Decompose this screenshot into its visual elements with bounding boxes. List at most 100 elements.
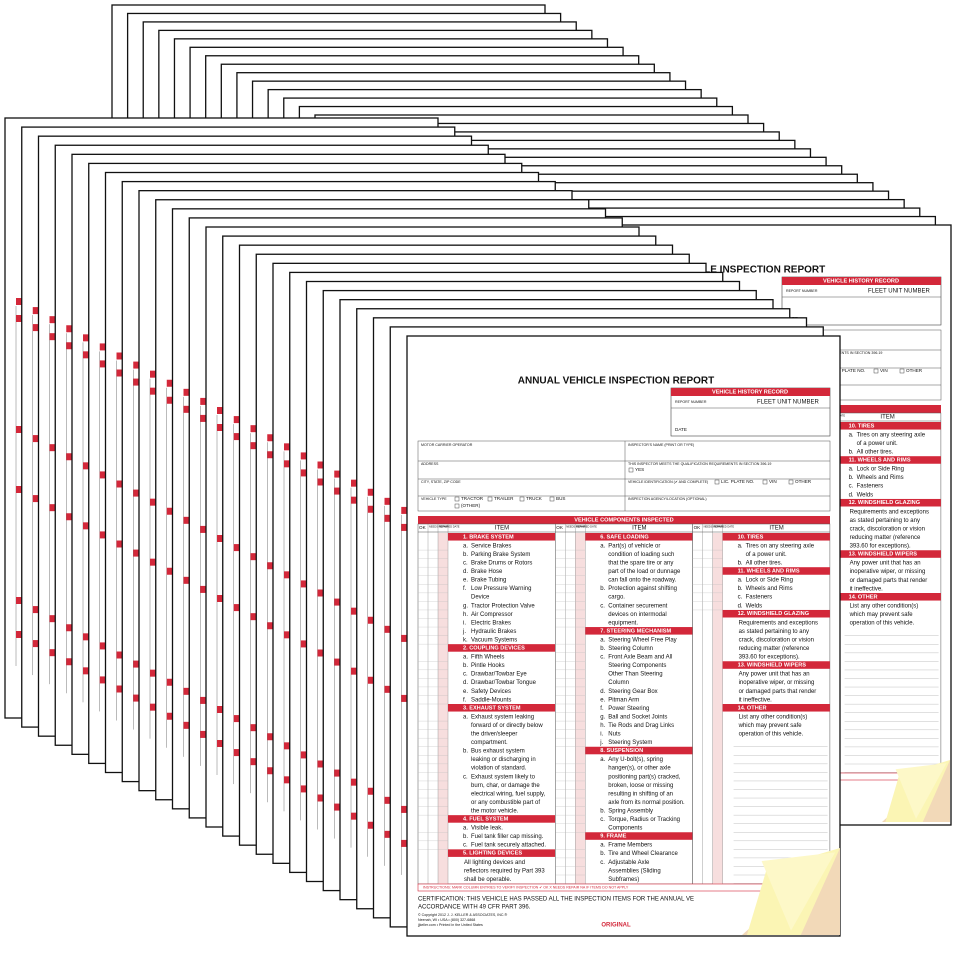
form-text: a. xyxy=(600,757,605,763)
form-text: INSPECTION AGENCY/LOCATION (OPTIONAL) xyxy=(628,497,707,501)
form-text: Adjustable Axle xyxy=(608,860,650,866)
section-bar xyxy=(722,704,830,712)
form-text: Saddle-Mounts xyxy=(471,697,511,703)
form-text: 6. SAFE LOADING xyxy=(600,534,648,540)
form-text: broken, loose or missing xyxy=(608,783,673,789)
checkbox xyxy=(899,368,905,374)
form-text: Nuts xyxy=(608,732,620,738)
form-text: c. xyxy=(600,817,605,823)
section-bar xyxy=(722,661,830,669)
section-bar xyxy=(833,456,941,464)
form-text: Part(s) of vehicle or xyxy=(608,543,660,549)
form-text: Brake Tubing xyxy=(471,578,506,584)
form-text: c. xyxy=(463,561,468,567)
form-text: Hydraulic Brakes xyxy=(471,629,516,635)
form-text: Protection against shifting xyxy=(608,586,677,592)
form-text: cargo. xyxy=(608,595,625,601)
form-text: the motor vehicle. xyxy=(471,808,519,814)
form-text: Drawbar/Towbar Eye xyxy=(471,672,527,678)
form-text: forward of or directly below xyxy=(471,723,543,729)
form-text: Fuel tank securely attached. xyxy=(471,843,546,849)
form-text: a. xyxy=(738,543,743,549)
form-text: Tie Rods and Drag Links xyxy=(608,723,674,729)
form-text: crack, discoloration or vision xyxy=(739,637,814,643)
section-bar xyxy=(448,704,556,712)
form-text: Service Brakes xyxy=(471,543,511,549)
form-text: Drawbar/Towbar Tongue xyxy=(471,680,537,686)
form-text: Steering Wheel Free Play xyxy=(608,637,676,643)
form-text: a. xyxy=(600,843,605,849)
form-text: DATE xyxy=(675,427,687,432)
section-bar xyxy=(722,567,830,575)
form-text: b. xyxy=(738,561,743,567)
form-text: 13. WINDSHIELD WIPERS xyxy=(738,663,807,669)
form-text: 12. WINDSHIELD GLAZING xyxy=(738,611,809,617)
form-text: All lighting devices and xyxy=(464,860,525,866)
form-text: Any power unit that has an xyxy=(850,561,921,567)
checkbox xyxy=(519,496,525,502)
form-text: VEHICLE HISTORY RECORD xyxy=(823,278,899,284)
form-text: condition of loading such xyxy=(608,552,674,558)
form-text: VEHICLE TYPE xyxy=(421,497,447,501)
form-text: NEEDS REPAIR xyxy=(429,525,448,529)
form-text: Vacuum Systems xyxy=(471,637,517,643)
form-text: reflectors required by Part 393 xyxy=(464,868,545,874)
form-text: j. xyxy=(462,629,466,635)
section-bar xyxy=(722,609,830,618)
form-text: b. xyxy=(463,834,468,840)
form-text: Spring Assembly xyxy=(608,808,653,814)
form-text: of a power unit. xyxy=(746,552,787,558)
form-text: h. xyxy=(600,723,605,729)
checkbox xyxy=(454,496,460,502)
form-text: THIS INSPECTOR MEETS THE QUALIFICATION R… xyxy=(628,462,771,466)
form-text: Any power unit that has an xyxy=(739,672,810,678)
form-text: LIC. PLATE NO. xyxy=(832,368,865,373)
form-text: All other tires. xyxy=(857,450,894,456)
form-box xyxy=(671,388,830,396)
form-text: Steering System xyxy=(608,740,652,746)
form-text: as stated pertaining to any xyxy=(739,629,809,635)
form-text: e. xyxy=(463,689,468,695)
form-text: REPORT NUMBER xyxy=(675,400,707,404)
form-text: jjkeller.com • Printed in the United Sta… xyxy=(417,923,483,927)
form-text: b. xyxy=(600,586,605,592)
form-text: Tractor Protection Valve xyxy=(471,603,535,609)
form-text: Any U-bolt(s), spring xyxy=(608,757,663,763)
form-text: j. xyxy=(599,740,603,746)
form-text: Safety Devices xyxy=(471,689,511,695)
form-text: a. xyxy=(849,432,854,438)
form-text: d. xyxy=(463,680,468,686)
form-text: FLEET UNIT NUMBER xyxy=(868,289,930,295)
checkbox xyxy=(714,479,720,485)
form-box xyxy=(418,516,830,524)
form-text: 13. WINDSHIELD WIPERS xyxy=(849,552,918,558)
form-text: Components xyxy=(608,826,642,832)
form-text: Lock or Side Ring xyxy=(746,578,793,584)
form-text: Brake Drums or Rotors xyxy=(471,561,532,567)
form-text: LIC. PLATE NO. xyxy=(721,479,754,484)
form-text: REPAIRED DATE xyxy=(576,525,597,529)
form-text: it ineffective. xyxy=(739,697,773,703)
form-text: TRAILER xyxy=(494,496,514,501)
form-text: d. xyxy=(463,569,468,575)
checkbox xyxy=(549,496,555,502)
form-text: REPAIRED DATE xyxy=(714,525,735,529)
form-text: c. xyxy=(463,774,468,780)
form-text: or damaged parts that render xyxy=(850,578,928,584)
form-text: c. xyxy=(600,860,605,866)
form-text: compartment. xyxy=(471,740,508,746)
form-text: NEEDS REPAIR xyxy=(566,525,585,529)
form-text: INSTRUCTIONS: MARK COLUMN ENTRIES TO VER… xyxy=(423,886,629,890)
form-text: Ball and Socket Joints xyxy=(608,714,667,720)
form-text: ITEM xyxy=(769,526,783,532)
section-bar xyxy=(448,849,556,857)
form-text: 393.60 for exceptions). xyxy=(850,544,911,550)
form-text: Brake Hose xyxy=(471,569,503,575)
form-text: or any combustible part of xyxy=(471,800,540,806)
form-text: b. xyxy=(463,552,468,558)
form-text: Other Than Steering xyxy=(608,672,662,678)
form-text: b. xyxy=(600,646,605,652)
form-text: Exhaust system likely to xyxy=(471,774,536,780)
